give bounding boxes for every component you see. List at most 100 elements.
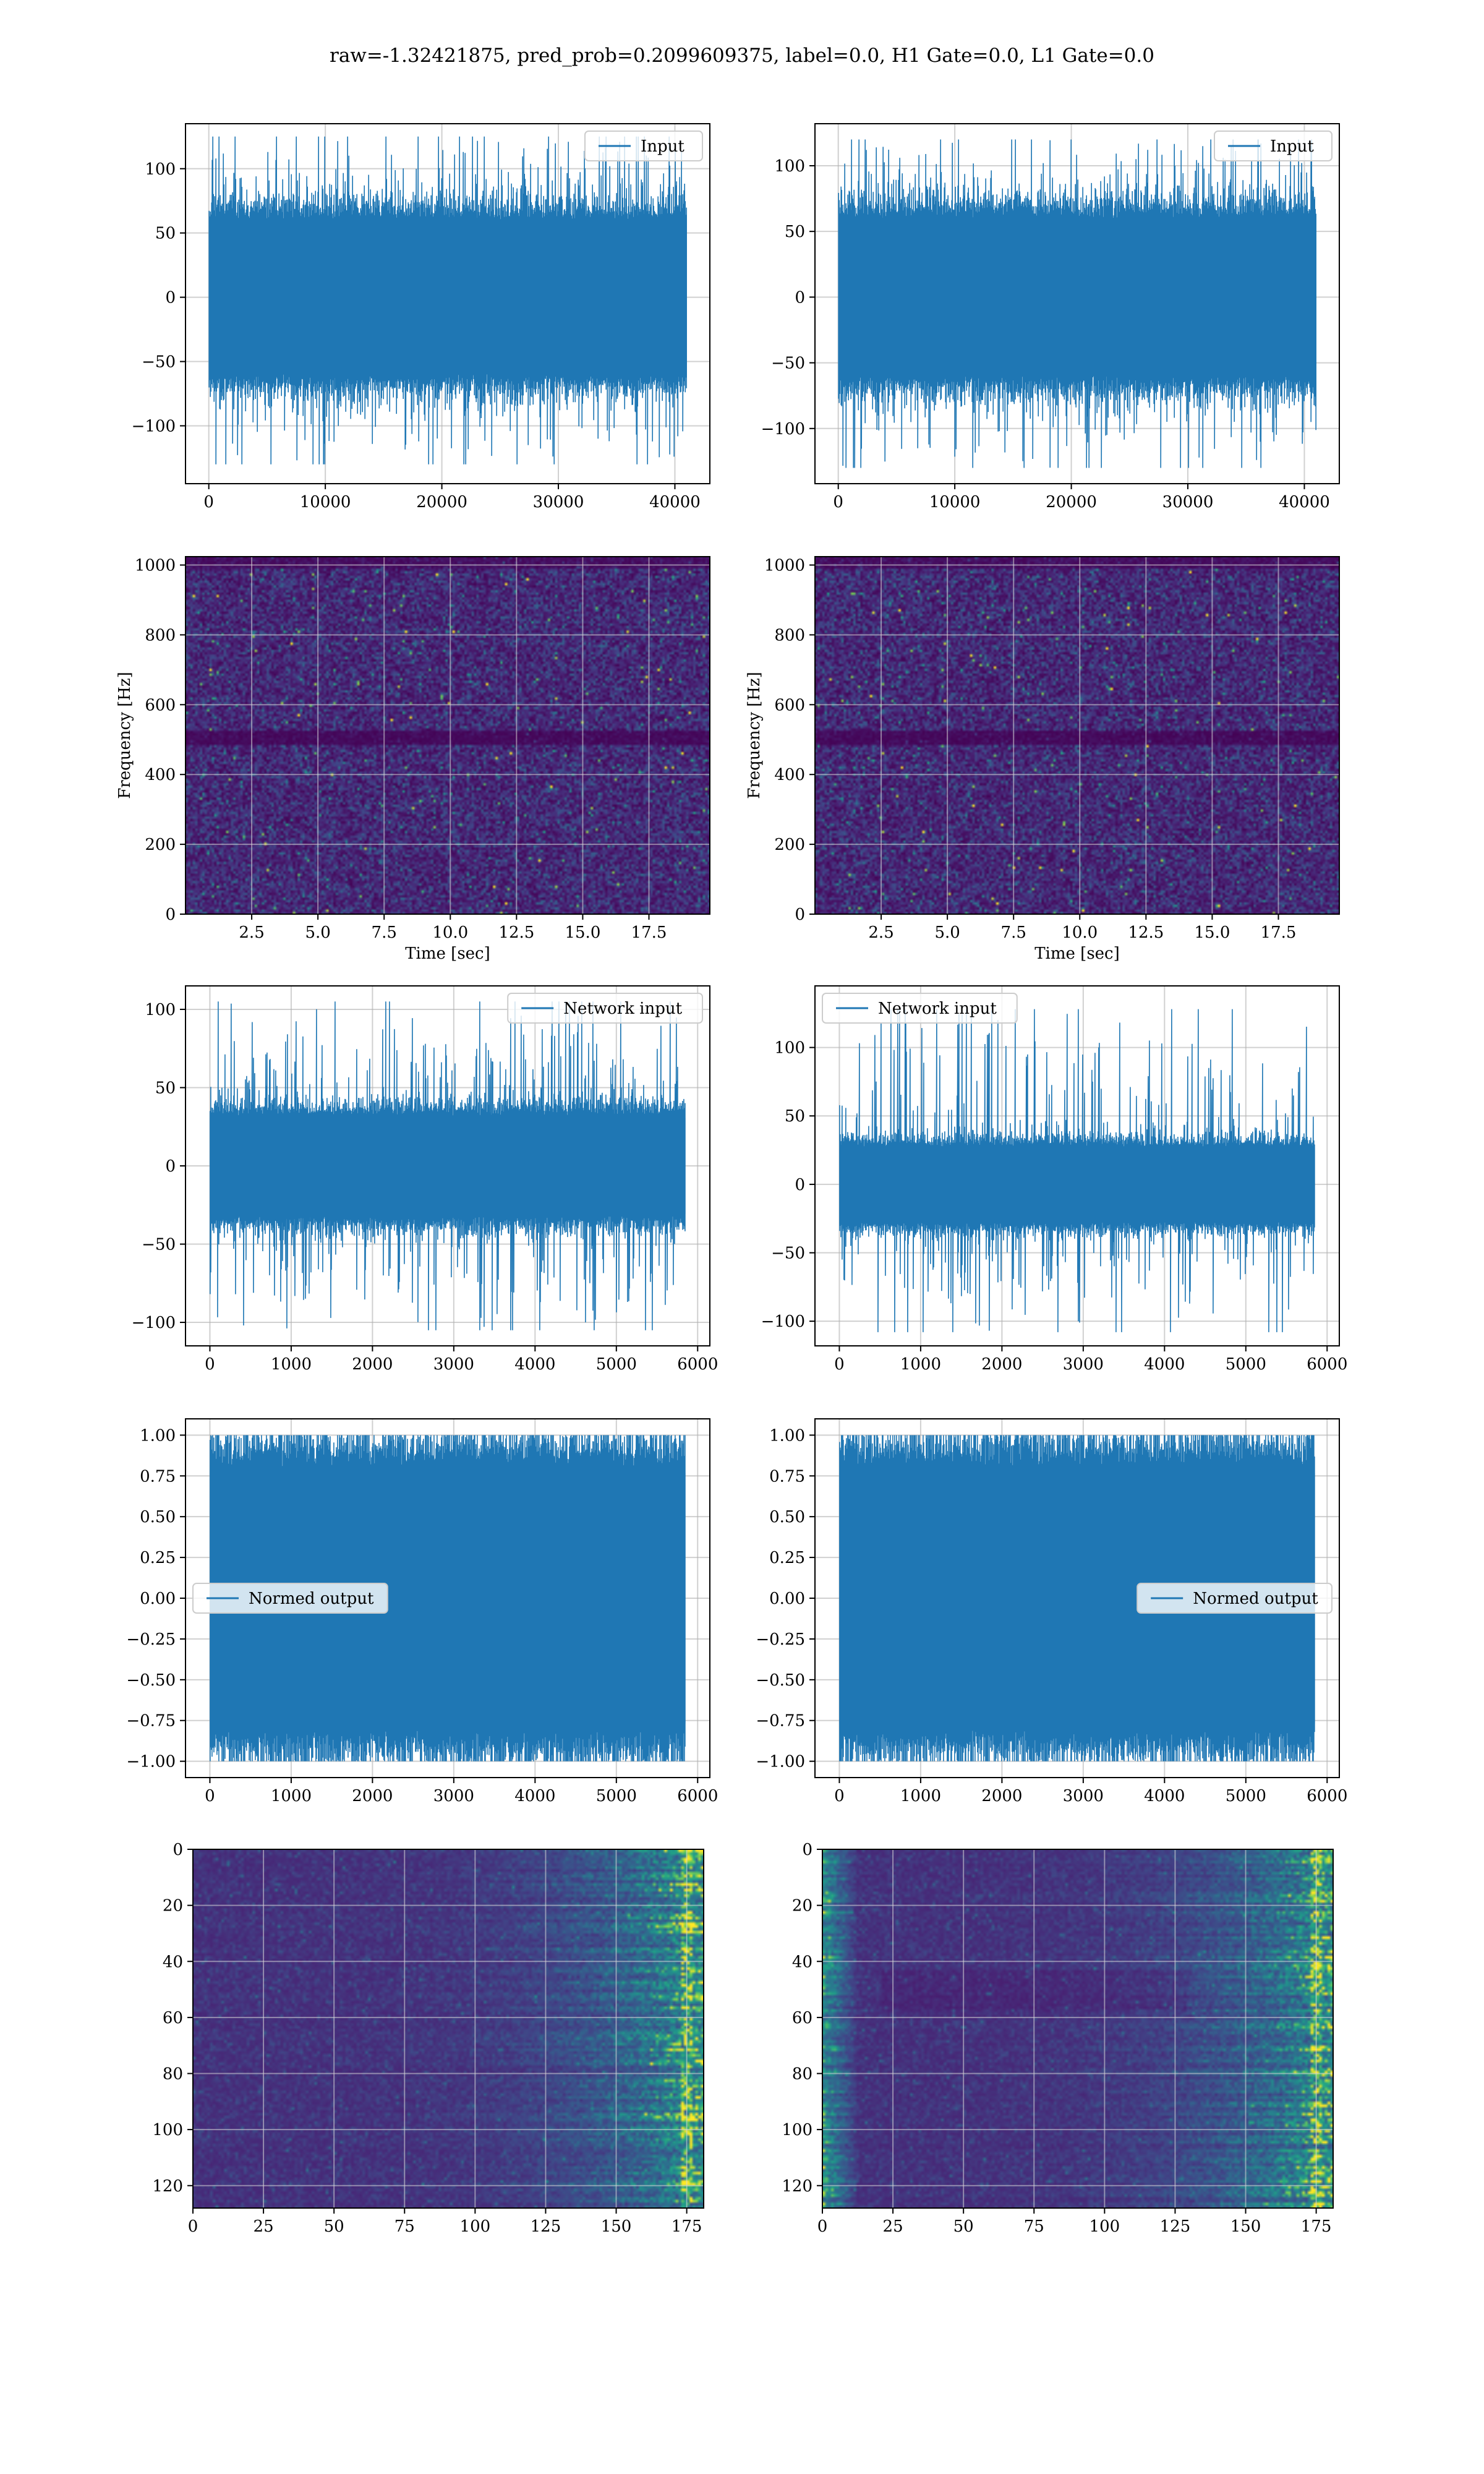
ts-input-l1-ytick-label-1: −50	[771, 354, 805, 373]
ts-network-h1-xtick-label-1: 1000	[271, 1355, 312, 1374]
ts-normed-l1-frame-top	[814, 1418, 1340, 1778]
ts-input-l1-xtick-label-0: 0	[833, 493, 843, 511]
ts-network-l1-frame-top	[814, 985, 1340, 1346]
feat-l1-xtick-label-7: 175	[1301, 2217, 1332, 2236]
ts-input-h1-legend-box	[584, 131, 703, 161]
ts-normed-l1-legend-label: Normed output	[1193, 1590, 1318, 1608]
spec-l1-ytick-label-4: 800	[774, 626, 805, 644]
spec-h1-heatmap-image	[186, 557, 710, 914]
spec-h1-frame	[185, 556, 710, 915]
ts-normed-l1-ytick-label-5: 0.25	[769, 1549, 805, 1567]
spec-l1-ytick-label-3: 600	[774, 696, 805, 714]
ts-input-h1-legend-label: Input	[641, 137, 684, 156]
ts-network-l1-data	[839, 1009, 1315, 1332]
ts-network-h1-ytick-label-2: 0	[165, 1157, 176, 1176]
panel-spec-l1: 2.5 5.0 7.5 10.0 12.5 15.0 17.5 0 200 400 600 800 10…	[745, 556, 1340, 963]
ts-normed-l1-legend-box	[1136, 1583, 1333, 1614]
ts-network-l1-xtick-label-0: 0	[834, 1355, 845, 1374]
ts-normed-h1-xtick-label-5: 5000	[596, 1787, 637, 1805]
ts-normed-l1-ytick-label-2: −0.50	[756, 1671, 805, 1690]
ts-network-h1-legend-box	[507, 993, 703, 1024]
ts-network-h1-ytick-label-0: −100	[132, 1314, 176, 1332]
ts-normed-h1-xtick-label-3: 3000	[433, 1787, 474, 1805]
feat-h1-ytick-label-4: 80	[163, 2065, 183, 2084]
ts-network-l1-ytick-label-1: −50	[771, 1244, 805, 1263]
spec-l1-ylabel: Frequency [Hz]	[745, 672, 764, 799]
spec-h1-ytick-label-2: 400	[145, 766, 176, 784]
ts-input-l1-data	[838, 139, 1316, 468]
spec-l1-xtick-label-4: 12.5	[1128, 923, 1164, 942]
ts-input-l1-legend-label: Input	[1270, 137, 1314, 156]
feat-h1-ytick-label-6: 120	[152, 2177, 183, 2196]
ts-normed-h1-xtick-label-2: 2000	[352, 1787, 393, 1805]
feat-l1-ytick-label-6: 120	[782, 2177, 812, 2196]
ts-network-l1-ytick-label-0: −100	[761, 1312, 805, 1331]
ts-input-l1-legend: Input	[1214, 131, 1333, 161]
spec-h1-ytick-label-5: 1000	[135, 557, 176, 575]
feat-l1-ytick-label-2: 40	[792, 1953, 812, 1971]
ts-normed-h1-ytick-label-0: −1.00	[126, 1753, 176, 1771]
ts-normed-l1-ytick-label-7: 0.75	[769, 1467, 805, 1486]
feat-l1-ytick-label-5: 100	[782, 2121, 812, 2139]
ts-normed-l1-ytick-label-3: −0.25	[756, 1630, 805, 1649]
ts-normed-h1-legend: Normed output	[192, 1583, 388, 1614]
panel-feat-h1: 0 25 50 75 100 125 150 175 0 20 40 60 80 100 120	[152, 1841, 704, 2236]
ts-network-l1-xtick-label-3: 3000	[1063, 1355, 1104, 1374]
feat-l1-ytick-label-3: 60	[792, 2009, 812, 2027]
spec-h1-xtick-label-2: 7.5	[372, 923, 397, 942]
ts-normed-l1-ytick-label-0: −1.00	[756, 1753, 805, 1771]
ts-input-h1-frame-top	[185, 123, 710, 484]
feat-l1-xtick-label-0: 0	[817, 2217, 828, 2236]
feat-h1-ytick-label-5: 100	[152, 2121, 183, 2139]
feat-l1-ytick-label-1: 20	[792, 1897, 812, 1915]
ts-input-h1-ytick-label-0: −100	[132, 417, 176, 435]
ts-input-l1-frame-top	[814, 123, 1340, 484]
ts-network-l1-xtick-label-5: 5000	[1226, 1355, 1266, 1374]
spec-l1-ytick-label-0: 0	[795, 905, 805, 924]
ts-normed-h1-xtick-label-1: 1000	[271, 1787, 312, 1805]
ts-normed-h1-frame-top	[185, 1418, 710, 1778]
feat-h1-xtick-label-6: 150	[601, 2217, 632, 2236]
ts-network-h1-xtick-label-5: 5000	[596, 1355, 637, 1374]
feat-l1-xtick-label-4: 100	[1090, 2217, 1120, 2236]
panel-ts-input-l1: 0 10000 20000 30000 40000 −100 −50 0 50 100 Input	[761, 123, 1340, 511]
feat-h1-xtick-label-5: 125	[531, 2217, 561, 2236]
ts-input-h1-xtick-label-2: 20000	[416, 493, 467, 511]
feat-l1-xtick-label-5: 125	[1160, 2217, 1191, 2236]
panel-ts-normed-h1: 0 1000 2000 3000 4000 5000 6000 −1.00 −0.75 −0.50…	[126, 1418, 718, 1805]
panel-ts-network-l1: 0 1000 2000 3000 4000 5000 6000 −100 −50 0 50 100 Ne…	[761, 985, 1347, 1374]
ts-input-l1-xtick-label-3: 30000	[1162, 493, 1214, 511]
ts-normed-h1-ytick-label-2: −0.50	[126, 1671, 176, 1690]
ts-normed-h1-ytick-label-1: −0.75	[126, 1712, 176, 1731]
panel-ts-network-h1: 0 1000 2000 3000 4000 5000 6000 −100 −50 0 50 100 Ne…	[132, 985, 718, 1374]
ts-input-l1-xtick-label-2: 20000	[1046, 493, 1097, 511]
ts-input-h1-xtick-label-4: 40000	[649, 493, 701, 511]
ts-input-l1-ytick-label-3: 50	[785, 223, 805, 241]
feat-h1-ytick-label-0: 0	[173, 1841, 183, 1859]
feat-l1-xtick-label-6: 150	[1230, 2217, 1261, 2236]
spec-l1-ytick-label-5: 1000	[764, 557, 805, 575]
spec-l1-ytick-label-2: 400	[774, 766, 805, 784]
ts-input-h1-series-line	[208, 136, 687, 464]
feat-h1-xtick-label-1: 25	[254, 2217, 274, 2236]
ts-network-l1-xtick-label-6: 6000	[1307, 1355, 1347, 1374]
feat-h1-xtick-label-3: 75	[394, 2217, 415, 2236]
feat-h1-xtick-label-2: 50	[324, 2217, 344, 2236]
ts-normed-l1-xtick-label-0: 0	[834, 1787, 845, 1805]
spec-h1-ytick-label-4: 800	[145, 626, 176, 644]
ts-normed-h1-ytick-label-5: 0.25	[140, 1549, 176, 1567]
spec-l1-xtick-label-2: 7.5	[1001, 923, 1026, 942]
ts-input-l1-ytick-label-0: −100	[761, 420, 805, 439]
spec-h1-xtick-label-4: 12.5	[498, 923, 534, 942]
ts-normed-l1-xtick-label-1: 1000	[900, 1787, 941, 1805]
ts-normed-l1-ytick-label-8: 1.00	[769, 1426, 805, 1445]
feat-h1-xtick-label-0: 0	[188, 2217, 198, 2236]
spec-l1-heatmap-image	[815, 557, 1339, 914]
ts-network-h1-ytick-label-1: −50	[142, 1236, 176, 1254]
ts-input-h1-ytick-label-4: 100	[145, 160, 176, 179]
ts-network-h1-ytick-label-4: 100	[145, 1001, 176, 1019]
spec-l1-xtick-label-5: 15.0	[1194, 923, 1230, 942]
ts-normed-l1-xtick-label-6: 6000	[1307, 1787, 1347, 1805]
feat-h1-ytick-label-2: 40	[163, 1953, 183, 1971]
